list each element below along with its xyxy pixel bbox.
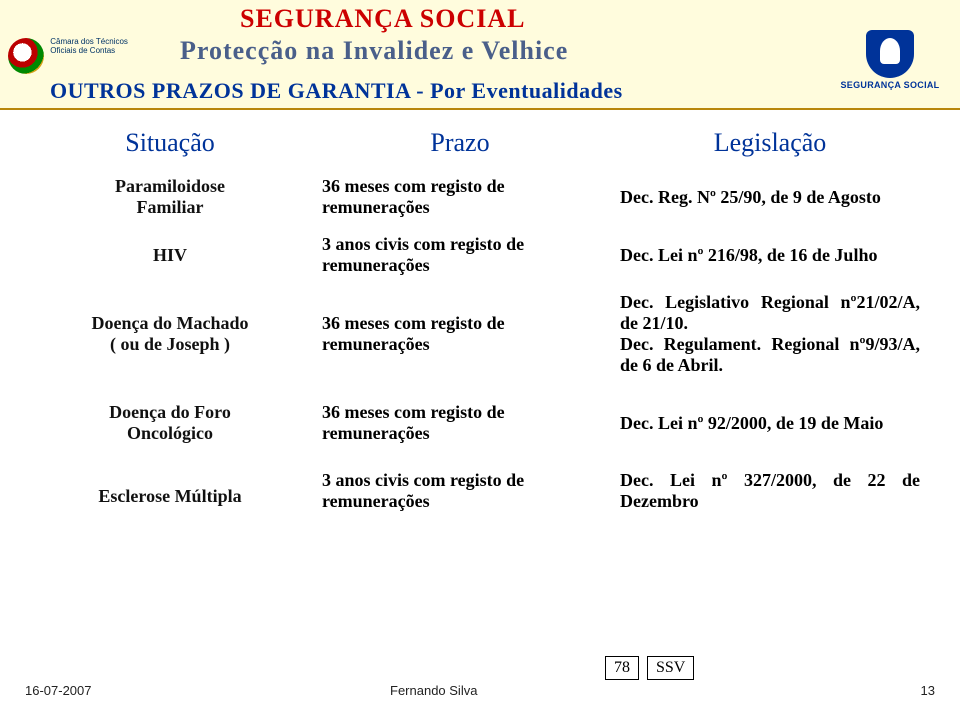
situacao-line1: Doença do Foro xyxy=(109,402,231,422)
situacao-line1: Doença do Machado xyxy=(92,313,249,333)
situacao-line1: Esclerose Múltipla xyxy=(98,486,241,506)
subtitle: OUTROS PRAZOS DE GARANTIA - Por Eventual… xyxy=(50,78,623,104)
title-sub: Protecção na Invalidez e Velhice xyxy=(180,36,568,66)
footer-date: 16-07-2007 xyxy=(25,683,92,698)
legislacao-cell: Dec. Legislativo Regional nº21/02/A, de … xyxy=(610,284,930,384)
situacao-line1: HIV xyxy=(153,245,187,265)
table-row: Esclerose Múltipla 3 anos civis com regi… xyxy=(30,462,930,520)
person-icon xyxy=(880,38,900,64)
col-header-situacao: Situação xyxy=(30,122,310,168)
footer-box: 78 SSV xyxy=(605,656,694,680)
col-header-legislacao: Legislação xyxy=(610,122,930,168)
prazo-cell: 36 meses com registo de remunerações xyxy=(310,168,610,226)
title-main: SEGURANÇA SOCIAL xyxy=(240,4,525,34)
situacao-line2: ( ou de Joseph ) xyxy=(110,334,230,354)
situacao-line2: Familiar xyxy=(137,197,204,217)
emblem-icon xyxy=(8,38,44,74)
logo-left-line1: Câmara dos Técnicos xyxy=(50,37,128,46)
logo-right: SEGURANÇA SOCIAL xyxy=(830,30,950,90)
logo-right-label: SEGURANÇA SOCIAL xyxy=(830,80,950,90)
table-header-row: Situação Prazo Legislação xyxy=(30,122,930,168)
col-header-prazo: Prazo xyxy=(310,122,610,168)
table-row: Doença do Foro Oncológico 36 meses com r… xyxy=(30,384,930,462)
footer-author: Fernando Silva xyxy=(390,683,477,698)
shield-icon xyxy=(866,30,914,78)
footer-box-num: 78 xyxy=(605,656,639,680)
legislacao-cell: Dec. Reg. Nº 25/90, de 9 de Agosto xyxy=(610,168,930,226)
table-row: HIV 3 anos civis com registo de remunera… xyxy=(30,226,930,284)
prazo-cell: 36 meses com registo de remunerações xyxy=(310,384,610,462)
footer-slide-number: 13 xyxy=(921,683,935,698)
prazo-cell: 3 anos civis com registo de remunerações xyxy=(310,226,610,284)
logo-left-line2: Oficiais de Contas xyxy=(50,46,115,55)
footer-box-label: SSV xyxy=(647,656,694,680)
legislacao-cell: Dec. Lei nº 327/2000, de 22 de Dezembro xyxy=(610,462,930,520)
table-row: Doença do Machado ( ou de Joseph ) 36 me… xyxy=(30,284,930,384)
main-table: Situação Prazo Legislação Paramiloidose … xyxy=(30,122,930,520)
situacao-line1: Paramiloidose xyxy=(115,176,225,196)
prazo-cell: 36 meses com registo de remunerações xyxy=(310,284,610,384)
table-row: Paramiloidose Familiar 36 meses com regi… xyxy=(30,168,930,226)
situacao-line2: Oncológico xyxy=(127,423,213,443)
prazo-cell: 3 anos civis com registo de remunerações xyxy=(310,462,610,520)
legislacao-cell: Dec. Lei nº 216/98, de 16 de Julho xyxy=(610,226,930,284)
legislacao-cell: Dec. Lei nº 92/2000, de 19 de Maio xyxy=(610,384,930,462)
